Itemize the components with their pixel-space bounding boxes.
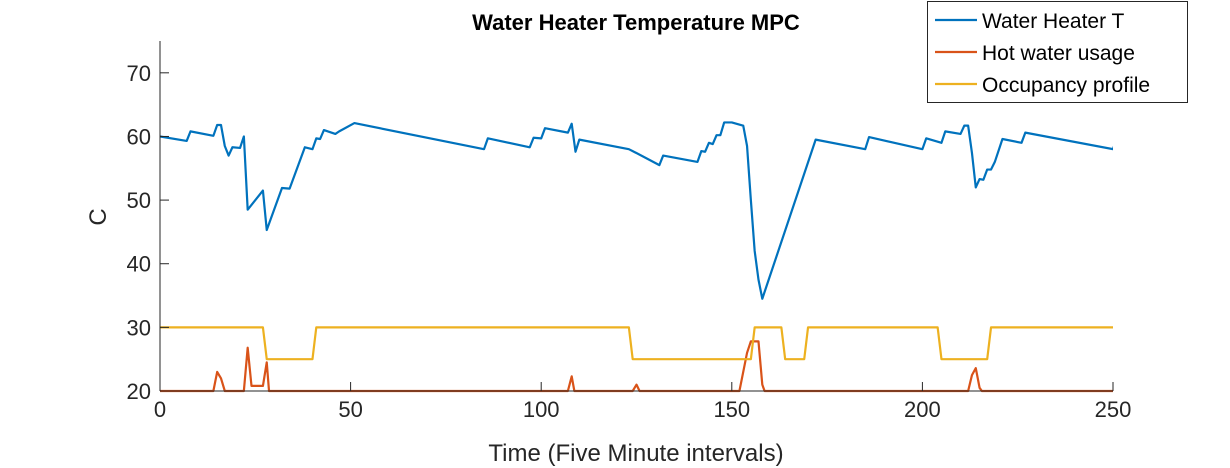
series-line-2	[160, 340, 1113, 393]
x-axis-label: Time (Five Minute intervals)	[488, 440, 783, 467]
series-line-1	[160, 121, 1113, 300]
legend-entry-2: Hot water usage	[982, 42, 1135, 65]
y-tick-label: 60	[127, 124, 151, 149]
legend-entry-3: Occupancy profile	[982, 74, 1150, 97]
x-tick-label: 50	[338, 397, 362, 422]
y-tick-label: 50	[127, 188, 151, 213]
y-tick-label: 20	[127, 379, 151, 404]
y-tick-label: 40	[127, 252, 151, 277]
axes: 0 50 100 150 200 250 20 30 40 50 60 70	[127, 41, 1132, 422]
x-tick-label: 250	[1095, 397, 1132, 422]
series-line-3	[160, 326, 1113, 361]
x-tick-label: 150	[713, 397, 750, 422]
y-tick-label: 30	[127, 315, 151, 340]
legend-entry-1: Water Heater T	[982, 10, 1125, 33]
x-tick-label: 0	[154, 397, 166, 422]
x-tick-label: 200	[904, 397, 941, 422]
x-tick-label: 100	[523, 397, 560, 422]
legend: Water Heater T Hot water usage Occupancy p…	[927, 1, 1188, 103]
plot-area	[160, 121, 1113, 393]
chart-title: Water Heater Temperature MPC	[472, 10, 800, 35]
y-tick-label: 70	[127, 61, 151, 86]
y-axis-label: C	[85, 208, 112, 225]
